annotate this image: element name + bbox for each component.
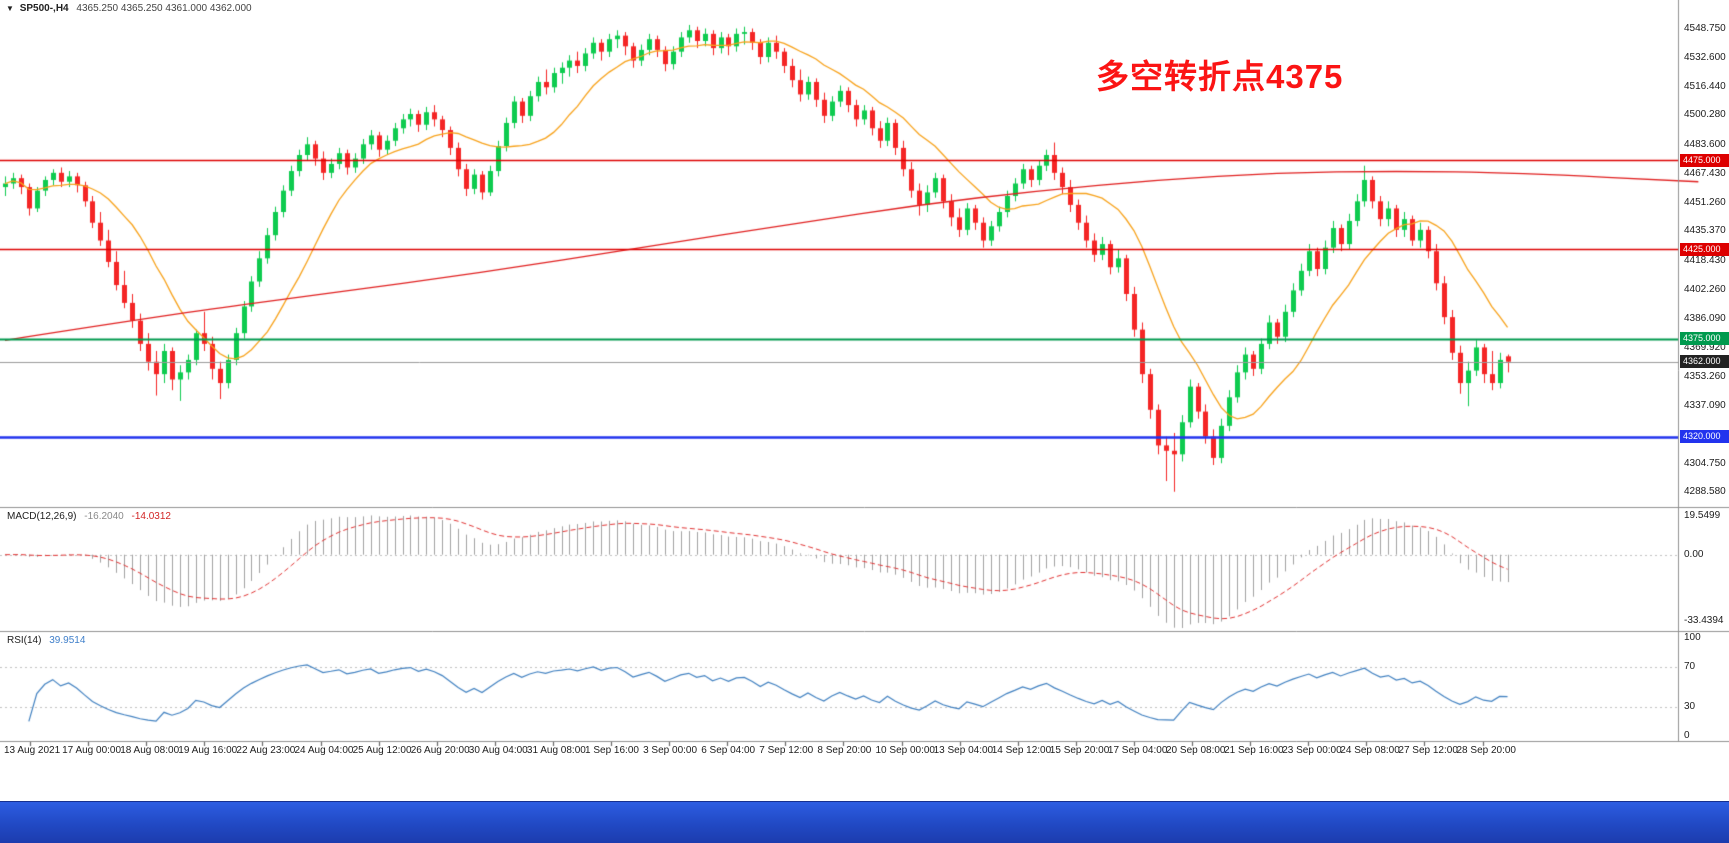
price-axis-label: 4304.750 <box>1684 457 1726 469</box>
time-axis-label: 28 Sep 20:00 <box>1456 745 1517 756</box>
price-axis-label: 4435.370 <box>1684 224 1726 236</box>
price-axis-label: 4532.600 <box>1684 51 1726 63</box>
time-axis-label: 23 Sep 00:00 <box>1282 745 1342 756</box>
time-axis-label: 31 Aug 08:00 <box>526 745 586 756</box>
time-axis-label: 7 Sep 12:00 <box>759 745 814 756</box>
price-level-tag: 4375.000 <box>1680 332 1729 346</box>
time-axis-label: 10 Sep 00:00 <box>875 745 936 756</box>
price-axis-label: 4337.090 <box>1684 400 1726 412</box>
rsi-indicator-label: RSI(14) 39.9514 <box>7 635 85 646</box>
macd-axis-label: -33.4394 <box>1684 615 1724 626</box>
time-axis-label: 21 Sep 16:00 <box>1224 745 1284 756</box>
price-level-tag: 4475.000 <box>1680 153 1729 167</box>
time-axis-label: 20 Sep 08:00 <box>1166 745 1226 756</box>
rsi-axis-label: 100 <box>1684 632 1701 643</box>
time-axis-label: 1 Sep 16:00 <box>585 745 639 756</box>
time-axis-label: 19 Aug 16:00 <box>178 745 238 756</box>
price-level-tag: 4425.000 <box>1680 242 1729 256</box>
time-axis-label: 30 Aug 04:00 <box>468 745 528 756</box>
price-level-tag: 4320.000 <box>1680 430 1729 443</box>
time-axis-label: 13 Aug 2021 <box>4 745 61 756</box>
price-level-tag: 4362.000 <box>1680 355 1729 369</box>
taskbar[interactable] <box>0 801 1729 843</box>
symbol-period-label: SP500-,H4 <box>19 3 69 14</box>
rsi-axis-label: 0 <box>1684 730 1690 741</box>
time-axis-label: 25 Aug 12:00 <box>352 745 412 756</box>
price-axis-label: 4548.750 <box>1684 22 1726 34</box>
chart-header: ▼ SP500-,H4 4365.250 4365.250 4361.000 4… <box>6 3 252 14</box>
price-axis-label: 4467.430 <box>1684 167 1726 179</box>
macd-name: MACD(12,26,9) <box>7 511 77 522</box>
price-axis-label: 4483.600 <box>1684 139 1726 151</box>
price-axis-label: 4451.260 <box>1684 196 1726 208</box>
price-axis-label: 4418.430 <box>1684 255 1726 267</box>
macd-indicator-label: MACD(12,26,9) -16.2040 -14.0312 <box>7 511 171 522</box>
rsi-axis-label: 30 <box>1684 700 1696 712</box>
price-axis-label: 4369.920 <box>1684 341 1726 353</box>
time-axis-label: 18 Aug 08:00 <box>120 745 180 756</box>
time-axis-label: 13 Sep 04:00 <box>933 745 994 756</box>
time-axis-label: 3 Sep 00:00 <box>643 745 698 756</box>
rsi-axis-label: 70 <box>1684 661 1696 673</box>
price-chart-canvas[interactable] <box>0 0 1729 801</box>
price-axis-label: 4516.440 <box>1684 80 1726 92</box>
time-axis-label: 8 Sep 20:00 <box>817 745 872 756</box>
time-axis-label: 24 Aug 04:00 <box>294 745 354 756</box>
symbol-dropdown-icon[interactable]: ▼ <box>6 4 14 13</box>
rsi-value: 39.9514 <box>49 635 86 646</box>
time-axis-label: 22 Aug 23:00 <box>236 745 296 756</box>
rsi-name: RSI(14) <box>7 635 42 646</box>
price-axis-label: 4402.260 <box>1684 283 1726 295</box>
macd-axis-label: 0.00 <box>1684 548 1704 560</box>
time-axis-label: 27 Sep 12:00 <box>1398 745 1458 756</box>
time-axis-label: 26 Aug 20:00 <box>410 745 470 756</box>
time-axis-label: 17 Sep 04:00 <box>1107 745 1168 756</box>
time-axis-label: 24 Sep 08:00 <box>1340 745 1400 756</box>
price-axis-label: 4288.580 <box>1684 486 1726 498</box>
time-axis-label: 17 Aug 00:00 <box>62 745 122 756</box>
price-axis-label: 4386.090 <box>1684 312 1726 324</box>
ohlc-readout: 4365.250 4365.250 4361.000 4362.000 <box>76 3 252 14</box>
price-axis-label: 4500.280 <box>1684 109 1726 121</box>
time-axis-label: 14 Sep 12:00 <box>991 745 1052 756</box>
time-axis-label: 15 Sep 20:00 <box>1049 745 1110 756</box>
macd-axis-label: 19.5499 <box>1684 510 1721 521</box>
time-axis-label: 6 Sep 04:00 <box>701 745 756 756</box>
macd-signal-value: -14.0312 <box>131 511 171 522</box>
macd-main-value: -16.2040 <box>84 511 124 522</box>
price-axis-label: 4353.260 <box>1684 371 1726 383</box>
chart-annotation-text[interactable]: 多空转折点4375 <box>1096 58 1344 95</box>
